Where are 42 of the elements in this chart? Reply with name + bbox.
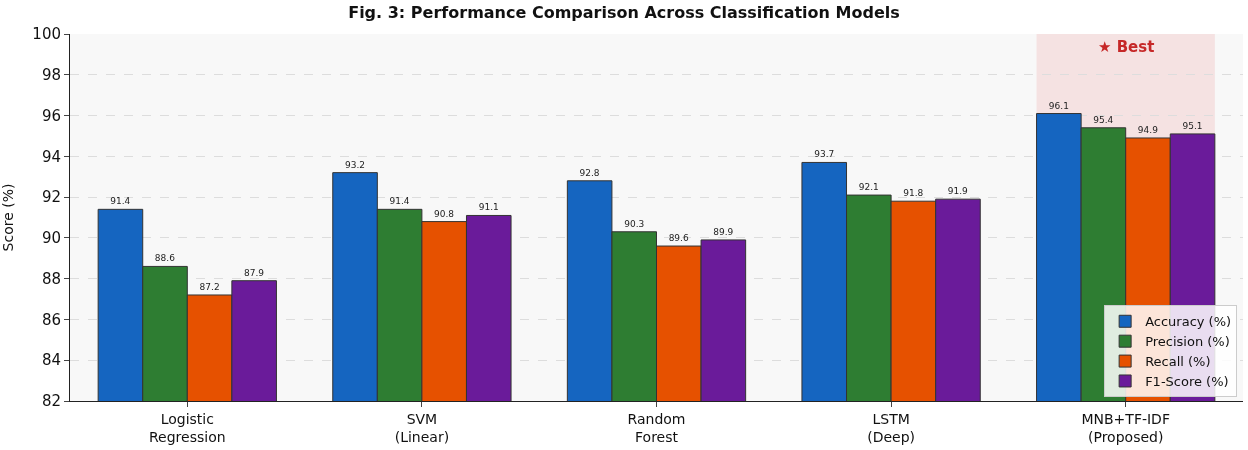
legend-label: F1-Score (%) — [1145, 374, 1229, 390]
y-axis-title: Score (%) — [0, 183, 16, 252]
x-tick-label: SVM (Linear) — [394, 410, 450, 445]
data-label: 89.9 — [713, 226, 734, 237]
data-label: 91.9 — [947, 186, 969, 197]
x-tick-label: Random Forest — [627, 410, 686, 445]
data-label: 95.4 — [1093, 114, 1114, 125]
data-label: 90.3 — [624, 218, 645, 229]
data-label: 94.9 — [1137, 124, 1159, 135]
x-tick-label: MNB+TF-IDF (Proposed) — [1081, 410, 1170, 445]
y-tick-label: 84 — [41, 351, 61, 370]
y-tick-label: 90 — [41, 229, 61, 248]
data-label: 92.8 — [579, 167, 600, 178]
x-tick-label: Logistic Regression — [149, 410, 226, 445]
band-label: ★ Best — [1098, 38, 1155, 56]
y-tick-label: 100 — [32, 25, 61, 44]
data-label: 87.9 — [244, 267, 265, 278]
data-label: 96.1 — [1048, 100, 1069, 111]
legend-label: Precision (%) — [1145, 334, 1230, 350]
data-label: 91.4 — [389, 196, 410, 207]
data-label: 91.1 — [478, 202, 499, 213]
data-label: 89.6 — [668, 233, 689, 244]
data-label: 91.8 — [903, 188, 924, 199]
x-tick-label: LSTM (Deep) — [867, 410, 916, 445]
data-label: 93.2 — [345, 159, 366, 170]
data-label: 92.1 — [858, 182, 879, 193]
data-label: 93.7 — [814, 149, 835, 160]
y-tick-label: 96 — [41, 106, 61, 125]
legend-label: Recall (%) — [1145, 354, 1211, 370]
y-tick-label: 92 — [41, 188, 61, 207]
y-tick-label: 82 — [41, 392, 61, 411]
y-tick-label: 88 — [41, 269, 61, 288]
data-label: 87.2 — [199, 281, 220, 292]
y-tick-label: 98 — [41, 66, 61, 85]
y-tick-label: 94 — [41, 147, 61, 166]
legend-label: Accuracy (%) — [1145, 314, 1232, 330]
data-label: 95.1 — [1182, 120, 1203, 131]
chart-title: Fig. 3: Performance Comparison Across Classification Models — [348, 2, 900, 22]
y-tick-label: 86 — [41, 310, 61, 329]
data-label: 90.8 — [434, 208, 455, 219]
data-label: 91.4 — [110, 196, 131, 207]
data-label: 88.6 — [154, 253, 176, 264]
